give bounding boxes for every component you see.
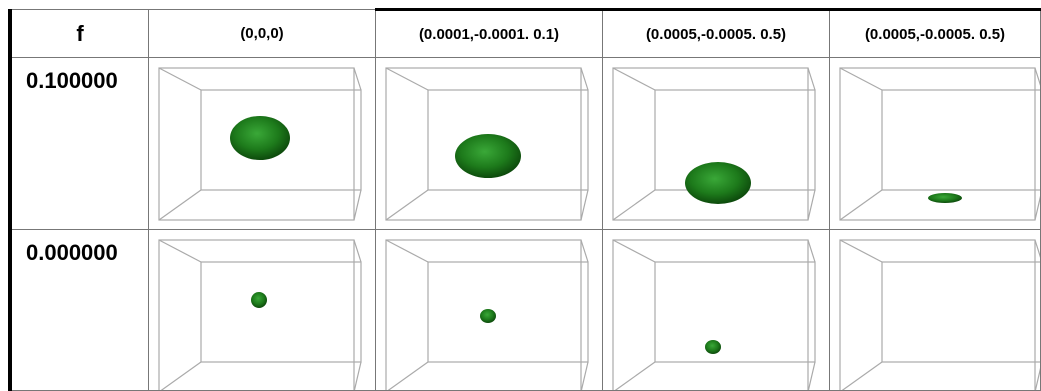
row: 0.000000 [10, 230, 1041, 391]
header-row: f (0,0,0) (0.0001,-0.0001. 0.1) (0.0005,… [10, 10, 1041, 58]
header-cell: (0.0005,-0.0005. 0.5) [603, 10, 830, 58]
render [376, 230, 602, 390]
render [149, 230, 375, 390]
render [830, 58, 1040, 229]
header-cell: f [10, 10, 149, 58]
header-cell: (0.0005,-0.0005. 0.5) [830, 10, 1041, 58]
row-label: 0.000000 [10, 230, 149, 391]
results-table: f (0,0,0) (0.0001,-0.0001. 0.1) (0.0005,… [8, 8, 1041, 391]
render [603, 58, 829, 229]
render [376, 58, 602, 229]
header-cell: (0.0001,-0.0001. 0.1) [376, 10, 603, 58]
render [603, 230, 829, 390]
render [830, 230, 1040, 390]
page: f (0,0,0) (0.0001,-0.0001. 0.1) (0.0005,… [0, 0, 1041, 391]
row: 0.100000 [10, 58, 1041, 230]
row-label: 0.100000 [10, 58, 149, 230]
render [149, 58, 375, 229]
header-cell: (0,0,0) [149, 10, 376, 58]
